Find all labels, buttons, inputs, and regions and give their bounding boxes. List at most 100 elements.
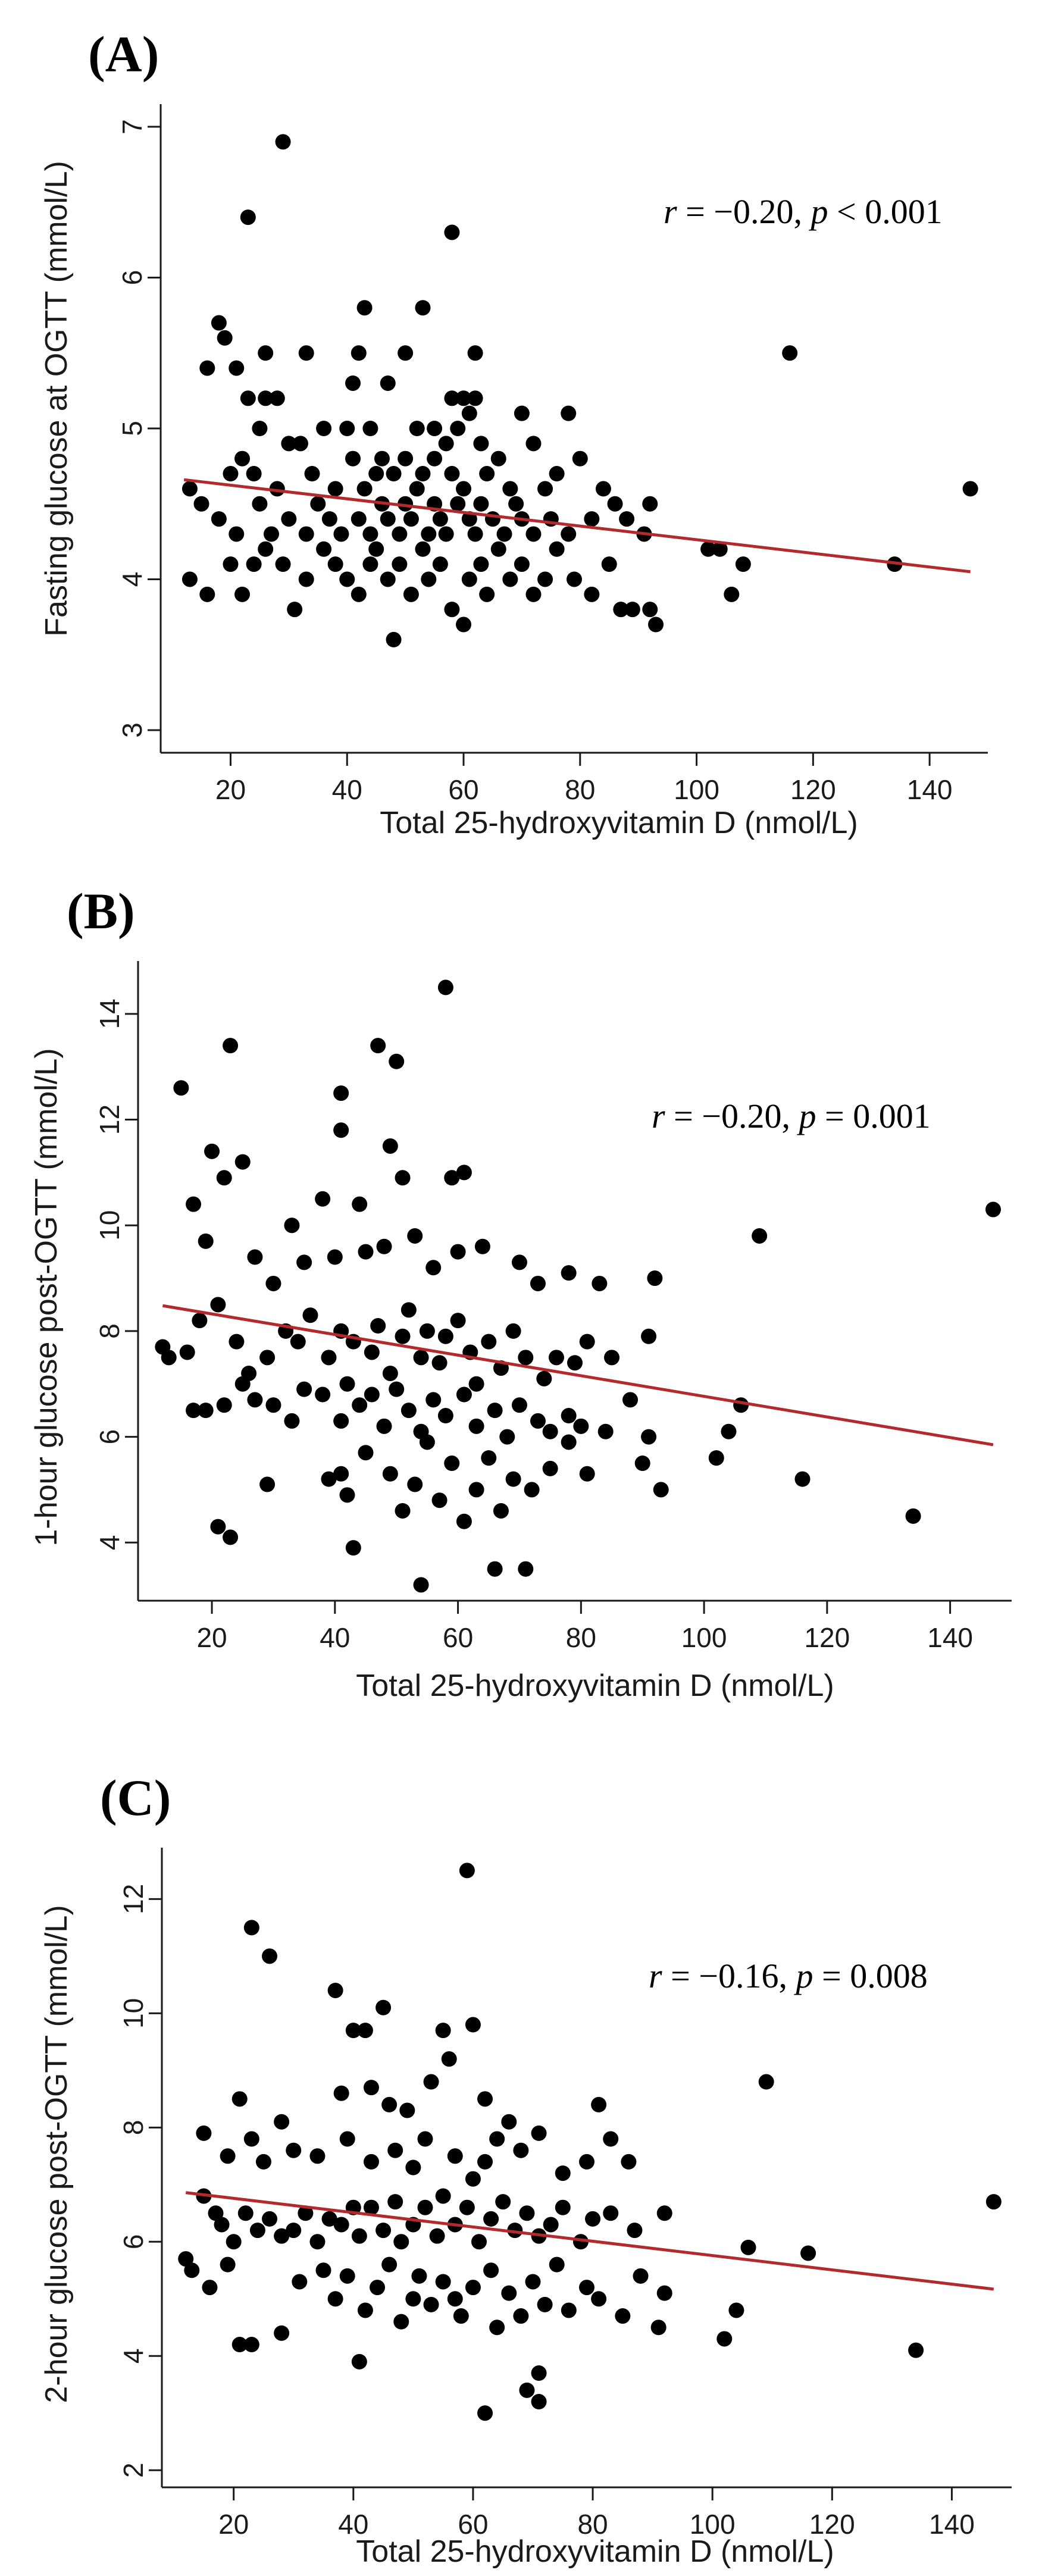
- data-point: [444, 390, 460, 406]
- x-tick-label: 40: [338, 2509, 368, 2540]
- data-point: [315, 2262, 331, 2278]
- data-point: [364, 1344, 380, 1360]
- data-point: [456, 1386, 472, 1403]
- y-tick-label: 12: [118, 1884, 149, 1914]
- data-point: [572, 450, 588, 467]
- data-point: [421, 571, 437, 587]
- data-point: [985, 2194, 1002, 2210]
- data-point: [199, 586, 215, 602]
- data-point: [438, 526, 454, 542]
- data-point: [310, 496, 326, 512]
- data-point: [380, 511, 396, 527]
- data-point: [246, 556, 262, 572]
- data-point: [450, 496, 466, 512]
- data-point: [258, 390, 274, 406]
- y-tick-label: 12: [94, 1104, 125, 1135]
- panel-label: (A): [88, 26, 159, 83]
- data-point: [740, 2239, 756, 2255]
- data-point: [514, 556, 530, 572]
- data-point: [398, 345, 414, 361]
- data-point: [531, 2394, 547, 2410]
- data-point: [193, 496, 209, 512]
- data-point: [370, 2280, 386, 2296]
- data-point: [735, 556, 751, 572]
- data-point: [229, 1334, 245, 1350]
- data-point: [229, 526, 245, 542]
- data-point: [427, 421, 443, 436]
- data-point: [173, 1080, 189, 1096]
- data-point: [518, 1350, 534, 1366]
- data-point: [531, 2125, 547, 2141]
- data-point: [327, 1249, 343, 1265]
- data-point: [487, 1561, 503, 1577]
- data-point: [327, 1982, 343, 1998]
- data-point: [499, 1429, 515, 1445]
- data-point: [473, 436, 489, 452]
- x-tick-label: 80: [577, 2509, 608, 2540]
- data-point: [613, 602, 629, 618]
- data-point: [182, 571, 198, 587]
- data-point: [352, 1196, 368, 1212]
- data-point: [376, 1418, 392, 1434]
- data-point: [427, 450, 443, 467]
- data-point: [398, 450, 414, 467]
- data-point: [542, 1423, 558, 1439]
- data-point: [518, 1561, 534, 1577]
- x-tick-label: 140: [929, 2509, 975, 2540]
- data-point: [217, 330, 233, 346]
- data-point: [536, 1370, 552, 1386]
- y-tick-label: 10: [94, 1210, 125, 1241]
- data-point: [376, 2223, 392, 2239]
- data-point: [296, 1381, 312, 1397]
- regression-line: [185, 2191, 994, 2291]
- data-point: [579, 2280, 594, 2296]
- data-point: [370, 1318, 386, 1334]
- data-point: [724, 586, 740, 602]
- data-point: [633, 2268, 649, 2284]
- data-point: [444, 1456, 460, 1472]
- data-point: [216, 1397, 232, 1413]
- data-point: [483, 2262, 499, 2278]
- data-point: [511, 1254, 527, 1270]
- data-point: [607, 496, 623, 512]
- data-point: [351, 2353, 367, 2370]
- data-point: [437, 979, 453, 996]
- data-point: [548, 1350, 564, 1366]
- data-point: [290, 1334, 306, 1350]
- data-points: [182, 134, 978, 647]
- data-point: [511, 1397, 527, 1413]
- data-point: [362, 421, 378, 436]
- y-axis-ticks: 3 4 5 6 7: [117, 119, 161, 738]
- data-point: [444, 602, 460, 618]
- data-point: [437, 1328, 453, 1344]
- data-point: [309, 2148, 326, 2164]
- data-point: [585, 2211, 601, 2227]
- data-point: [357, 2023, 373, 2039]
- data-point: [363, 2199, 379, 2215]
- x-tick-label: 80: [565, 774, 595, 805]
- data-point: [417, 2199, 433, 2215]
- data-point: [461, 511, 477, 527]
- data-point: [525, 526, 542, 542]
- x-tick-label: 100: [690, 2509, 736, 2540]
- data-point: [425, 1260, 442, 1276]
- y-tick-label: 7: [117, 119, 148, 134]
- data-point: [249, 2223, 265, 2239]
- correlation-annotation: r = −0.20, p = 0.001: [652, 1097, 931, 1135]
- data-point: [196, 2125, 212, 2141]
- data-point: [591, 2291, 607, 2307]
- data-point: [321, 1350, 337, 1366]
- data-point: [363, 2080, 379, 2096]
- data-point: [473, 556, 489, 572]
- data-point: [223, 466, 239, 482]
- y-axis-title: 2-hour glucose post-OGTT (mmol/L): [39, 1905, 74, 2403]
- data-point: [423, 2296, 439, 2312]
- data-point: [259, 1476, 276, 1492]
- data-point: [184, 2262, 200, 2278]
- data-point: [619, 511, 635, 527]
- x-tick-label: 20: [196, 1622, 227, 1653]
- data-point: [265, 1397, 281, 1413]
- data-point: [223, 1529, 239, 1545]
- data-point: [255, 2154, 271, 2170]
- data-point: [211, 511, 227, 527]
